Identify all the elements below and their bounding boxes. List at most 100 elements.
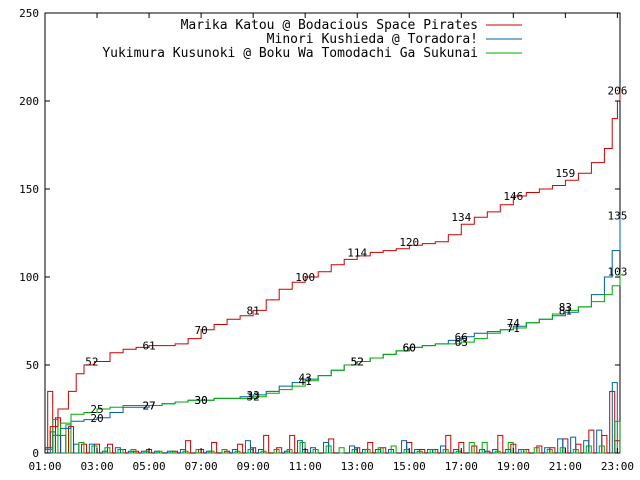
point-label-series-2: 52 (351, 355, 364, 368)
activity-bar-series-3 (520, 448, 527, 454)
plot-frame (44, 12, 621, 454)
activity-bar-series-3 (585, 445, 592, 454)
point-label-series-2: 20 (90, 412, 103, 425)
point-label-series-1: 81 (247, 304, 260, 317)
point-label-series-1: 146 (503, 190, 523, 203)
point-label-series-2: 83 (559, 301, 572, 314)
x-tick-label: 09:00 (237, 460, 270, 473)
legend-label: Yukimura Kusunoki @ Boku Wa Tomodachi Ga… (102, 46, 478, 61)
point-label-series-1: 100 (295, 271, 315, 284)
activity-bar-series-3 (481, 441, 488, 454)
activity-bar-series-3 (442, 448, 449, 454)
activity-bar-series-3 (468, 441, 475, 454)
activity-bar-series-2 (73, 443, 80, 454)
x-tick-label: 03:00 (80, 460, 113, 473)
point-label-series-1: 134 (451, 211, 471, 224)
x-tick-label: 21:00 (549, 460, 582, 473)
activity-bar-series-3 (156, 450, 163, 454)
x-tick-label: 13:00 (341, 460, 374, 473)
x-axis: 01:00 03:00 05:00 07:00 09:00 11:00 13:00 15:00… (28, 13, 634, 473)
activity-bar-series-3 (299, 441, 306, 454)
lines-layer (45, 90, 621, 450)
point-label-series-1: 159 (555, 167, 575, 180)
point-label-series-1: 61 (142, 340, 155, 353)
x-tick-label: 19:00 (497, 460, 530, 473)
series-line-3 (45, 271, 621, 450)
activity-bar-series-3 (65, 424, 72, 454)
legend-label: Minori Kushieda @ Toradora! (267, 32, 478, 47)
activity-bar-series-3 (598, 445, 605, 454)
activity-bar-series-3 (260, 450, 267, 454)
x-tick-label: 07:00 (185, 460, 218, 473)
activity-bar-series-3 (429, 448, 436, 454)
activity-bar-series-1 (497, 434, 504, 454)
x-tick-label: 01:00 (28, 460, 61, 473)
activity-bar-series-3 (208, 450, 215, 454)
point-label-series-2: 135 (607, 209, 627, 222)
point-label-series-3: 27 (142, 399, 155, 412)
point-label-series-2: 27 (142, 399, 155, 412)
point-label-series-3: 60 (403, 341, 416, 354)
y-tick-label: 250 (19, 7, 39, 20)
activity-bar-series-3 (364, 448, 371, 454)
activity-bar-series-3 (390, 445, 397, 454)
point-label-series-1: 206 (607, 84, 627, 97)
activity-bar-series-3 (338, 447, 345, 454)
point-label-series-2: 33 (247, 389, 260, 402)
activity-bar-series-3 (507, 441, 514, 454)
bars-layer (47, 382, 621, 454)
legend: Marika Katou @ Bodacious Space PiratesMi… (102, 18, 522, 61)
x-tick-label: 17:00 (445, 460, 478, 473)
point-label-series-1: 120 (399, 236, 419, 249)
point-label-series-1: 70 (194, 324, 207, 337)
activity-bar-series-3 (234, 450, 241, 454)
activity-bar-series-3 (572, 448, 579, 454)
x-tick-label: 15:00 (393, 460, 426, 473)
point-label-series-3: 71 (507, 322, 520, 335)
y-axis: 0 50 100 150 200 250 (19, 7, 620, 460)
point-label-series-3: 52 (351, 355, 364, 368)
x-tick-label: 23:00 (601, 460, 634, 473)
x-tick-label: 11:00 (289, 460, 322, 473)
y-tick-label: 50 (26, 359, 39, 372)
point-label-series-3: 63 (455, 336, 468, 349)
point-label-series-1: 114 (347, 246, 367, 259)
point-label-series-2: 43 (299, 371, 312, 384)
point-label-series-3: 25 (90, 403, 103, 416)
series-line-2 (45, 215, 621, 449)
activity-bar-series-3 (130, 448, 137, 454)
activity-bar-series-3 (533, 447, 540, 454)
activity-bar-series-3 (312, 448, 319, 454)
activity-bar-series-3 (104, 447, 111, 454)
point-label-series-3: 32 (247, 391, 260, 404)
activity-bar-series-3 (377, 447, 384, 454)
y-tick-label: 200 (19, 95, 39, 108)
activity-bar-series-3 (546, 448, 553, 454)
legend-label: Marika Katou @ Bodacious Space Pirates (181, 18, 478, 33)
activity-bar-series-3 (325, 445, 332, 454)
point-label-series-3: 81 (559, 304, 572, 317)
activity-bar-series-3 (494, 450, 501, 454)
point-label-series-3: 30 (194, 394, 207, 407)
activity-bar-series-3 (182, 450, 189, 454)
point-label-series-2: 60 (403, 341, 416, 354)
point-label-series-3: 41 (299, 375, 312, 388)
point-label-series-1: 52 (85, 355, 98, 368)
activity-bar-series-3 (273, 448, 280, 454)
point-label-series-2: 74 (507, 317, 521, 330)
point-labels-layer: 52 61 70 81 100 114 120 134 146 159 206 20 27 30 33 43 5… (85, 84, 627, 424)
x-tick-label: 05:00 (133, 460, 166, 473)
y-tick-label: 150 (19, 183, 39, 196)
activity-bar-series-2 (60, 434, 67, 454)
point-label-series-2: 66 (455, 331, 468, 344)
activity-bar-series-3 (286, 448, 293, 454)
activity-bar-series-3 (117, 448, 124, 454)
activity-bar-series-3 (78, 441, 85, 454)
series-line-1 (45, 90, 621, 449)
activity-bar-series-3 (221, 448, 228, 454)
point-label-series-2: 30 (194, 394, 207, 407)
activity-bar-series-3 (169, 450, 176, 454)
activity-bar-series-1 (263, 434, 270, 454)
y-tick-label: 100 (19, 271, 39, 284)
